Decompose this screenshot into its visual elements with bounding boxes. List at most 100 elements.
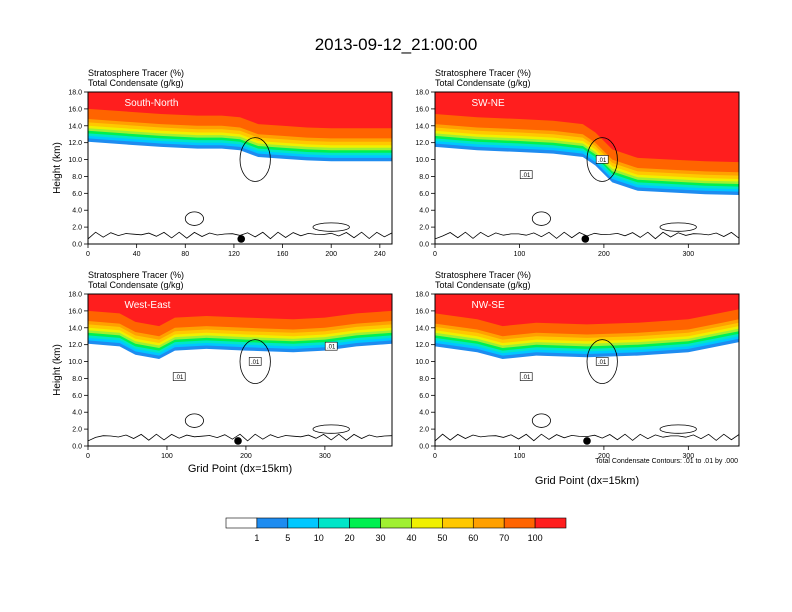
condensate-contour: [239, 137, 271, 182]
contour-panel-4: Stratosphere Tracer (%)Total Condensate …: [415, 270, 740, 487]
condensate-contour: [531, 211, 551, 226]
svg-text:.01: .01: [522, 375, 531, 381]
y-tick-label: 0.0: [72, 444, 82, 451]
y-axis-label: Height (km): [52, 142, 63, 194]
panel-title-line2: Total Condensate (g/kg): [435, 78, 531, 88]
colorbar-label: 1: [254, 533, 259, 543]
colorbar-swatch: [380, 517, 412, 529]
colorbar-swatch: [318, 517, 350, 529]
y-tick-label: 6.0: [419, 393, 429, 400]
y-tick-label: 4.0: [419, 410, 429, 417]
y-tick-label: 0.0: [419, 242, 429, 249]
contour-label: .01: [324, 341, 338, 351]
y-tick-label: 18.0: [415, 292, 429, 299]
y-tick-label: 4.0: [72, 410, 82, 417]
condensate-contour: [659, 424, 697, 434]
y-tick-label: 18.0: [415, 90, 429, 97]
x-tick-label: 200: [598, 251, 610, 258]
colorbar-swatch: [225, 517, 258, 529]
cross-section-label: West-East: [124, 300, 170, 311]
colorbar-label: 70: [499, 533, 509, 543]
x-tick-label: 0: [433, 453, 437, 460]
svg-text:.01: .01: [522, 173, 531, 179]
x-tick-label: 300: [682, 251, 694, 258]
location-marker: [237, 235, 246, 243]
contour-label: .01: [595, 357, 609, 366]
colorbar-swatch: [472, 517, 505, 529]
contour-label: .01: [595, 155, 609, 164]
tracer-core: [435, 92, 739, 163]
y-tick-label: 0.0: [72, 242, 82, 249]
y-tick-label: 18.0: [68, 292, 82, 299]
y-tick-label: 16.0: [415, 106, 429, 113]
contour-label: .01: [172, 372, 186, 381]
y-axis-label: Height (km): [52, 344, 63, 396]
y-tick-label: 12.0: [68, 140, 82, 147]
x-tick-label: 80: [181, 251, 189, 258]
plot-frame: [434, 293, 740, 447]
condensate-contour: [531, 413, 551, 428]
condensate-contour: [435, 433, 739, 442]
panel-title-line2: Total Condensate (g/kg): [435, 280, 531, 290]
x-tick-label: 160: [277, 251, 289, 258]
colorbar: 1 5 10 20 30 40 50 60 70 100: [225, 517, 567, 543]
svg-text:.01: .01: [598, 360, 607, 366]
y-tick-label: 12.0: [415, 140, 429, 147]
colorbar-label: 100: [528, 533, 543, 543]
tracer-core: [435, 294, 739, 327]
colorbar-swatch: [534, 517, 567, 529]
contour-panel-2: Stratosphere Tracer (%)Total Condensate …: [415, 68, 740, 258]
x-tick-label: 200: [240, 453, 252, 460]
contour-label: .01: [248, 357, 262, 366]
colorbar-swatch: [411, 517, 443, 529]
y-tick-label: 16.0: [415, 308, 429, 315]
x-tick-label: 0: [86, 251, 90, 258]
tracer-core: [88, 294, 392, 327]
svg-text:.01: .01: [598, 158, 607, 164]
x-axis-label: Grid Point (dx=15km): [188, 463, 292, 475]
location-marker: [581, 235, 590, 243]
condensate-contour: [586, 339, 618, 384]
y-tick-label: 10.0: [415, 157, 429, 164]
cross-section-label: South-North: [124, 98, 178, 109]
x-tick-label: 100: [161, 453, 173, 460]
x-tick-label: 40: [133, 251, 141, 258]
plot-frame: [87, 293, 393, 447]
colorbar-label: 50: [437, 533, 447, 543]
x-tick-label: 100: [514, 453, 526, 460]
x-tick-label: 200: [598, 453, 610, 460]
condensate-contour: [312, 222, 350, 232]
y-tick-label: 14.0: [68, 123, 82, 130]
x-tick-label: 0: [433, 251, 437, 258]
contour-label: .01: [519, 372, 533, 381]
contour-note: Total Condensate Contours: .01 to .01 by…: [595, 458, 738, 465]
condensate-contour: [586, 137, 618, 182]
x-tick-label: 100: [514, 251, 526, 258]
svg-text:.01: .01: [251, 360, 260, 366]
contour-panel-1: Stratosphere Tracer (%)Total Condensate …: [52, 68, 393, 258]
x-tick-label: 300: [682, 453, 694, 460]
y-tick-label: 10.0: [415, 359, 429, 366]
colorbar-swatch: [442, 517, 474, 529]
colorbar-swatch: [503, 517, 536, 529]
plot-frame: [87, 91, 393, 245]
colorbar-swatch: [287, 517, 320, 529]
panel-title-line1: Stratosphere Tracer (%): [88, 270, 184, 280]
colorbar-swatch: [256, 517, 289, 529]
colorbar-swatch: [349, 517, 381, 529]
x-tick-label: 120: [228, 251, 240, 258]
condensate-contour: [184, 413, 204, 428]
y-tick-label: 14.0: [415, 325, 429, 332]
panel-title-line2: Total Condensate (g/kg): [88, 78, 184, 88]
contour-label: .01: [519, 170, 533, 179]
cross-section-label: SW-NE: [471, 98, 504, 109]
x-axis-label: Grid Point (dx=15km): [535, 475, 639, 487]
y-tick-label: 4.0: [419, 208, 429, 215]
y-tick-label: 4.0: [72, 208, 82, 215]
condensate-contour: [312, 424, 350, 434]
y-tick-label: 6.0: [72, 393, 82, 400]
y-tick-label: 0.0: [419, 444, 429, 451]
y-tick-label: 2.0: [419, 427, 429, 434]
y-tick-label: 2.0: [72, 427, 82, 434]
colorbar-label: 60: [468, 533, 478, 543]
